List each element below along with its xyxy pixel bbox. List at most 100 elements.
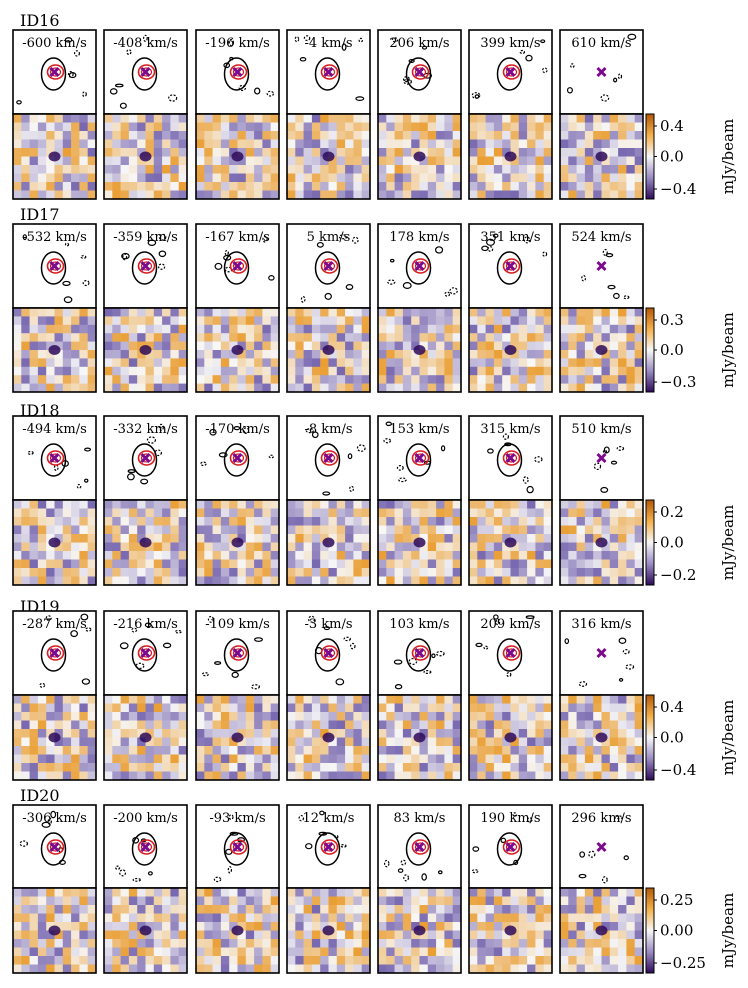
source-id-label: ID17	[20, 205, 60, 224]
velocity-label: 206 km/s	[389, 36, 449, 51]
channel-contour-panel: -216 km/s	[103, 610, 188, 696]
colorbar-tick-label: 0.00	[660, 922, 693, 940]
channel-residual-panel	[286, 307, 371, 393]
source-id-label: ID16	[20, 11, 60, 30]
channel-residual-panel	[468, 694, 553, 781]
velocity-label: 190 km/s	[480, 811, 540, 826]
colorbar-tick-label: 0.25	[660, 891, 693, 909]
source-position-marker	[49, 841, 60, 853]
channel-residual-panel	[103, 887, 188, 974]
channel-contour-panel: -93 km/s	[195, 804, 280, 889]
channel-contour-panel: -287 km/s	[12, 610, 97, 696]
channel-residual-panel	[377, 113, 462, 200]
velocity-label: 83 km/s	[394, 811, 446, 826]
colorbar-tick-label: −0.25	[660, 954, 706, 972]
source-position-marker	[323, 647, 334, 659]
channel-contour-panel: 83 km/s	[377, 804, 462, 889]
colorbar-unit-label: mJy/beam	[719, 505, 737, 580]
channel-residual-panel	[559, 307, 644, 393]
source-position-marker	[505, 647, 516, 659]
channel-residual-panel	[559, 694, 644, 781]
colorbar-tick-label: −0.4	[660, 761, 696, 779]
channel-contour-panel: -109 km/s	[195, 610, 280, 696]
channel-residual-panel	[286, 499, 371, 586]
channel-residual-panel	[12, 887, 97, 974]
source-position-marker	[232, 841, 243, 853]
colorbar-tick-label: 0.0	[660, 534, 684, 552]
source-position-marker	[232, 452, 243, 464]
velocity-label: 178 km/s	[389, 230, 449, 245]
source-position-marker	[49, 452, 60, 464]
channel-contour-panel: -3 km/s	[286, 610, 371, 696]
colorbar-unit-label: mJy/beam	[719, 119, 737, 194]
velocity-label: -196 km/s	[205, 36, 270, 51]
channel-contour-panel: -170 km/s	[195, 415, 280, 501]
source-position-marker	[414, 66, 425, 78]
channel-contour-panel: 610 km/s	[559, 29, 644, 115]
colorbar-unit-label: mJy/beam	[719, 893, 737, 968]
velocity-label: 153 km/s	[389, 422, 449, 437]
source-row-id16: ID16 -600 km/s -408 km/s -196 km/s -4 km/s 20…	[12, 11, 737, 200]
channel-contour-panel: 510 km/s	[559, 415, 644, 501]
colorbar-tick-label: 0.0	[660, 341, 684, 359]
velocity-label: 12 km/s	[303, 811, 355, 826]
channel-contour-panel: -359 km/s	[103, 223, 188, 309]
channel-contour-panel: -532 km/s	[12, 223, 97, 309]
channel-contour-panel: -494 km/s	[12, 415, 97, 501]
channel-residual-panel	[195, 694, 280, 781]
source-position-marker	[414, 452, 425, 464]
channel-contour-panel: 190 km/s	[468, 804, 553, 889]
source-position-marker	[140, 66, 151, 78]
velocity-label: -287 km/s	[22, 617, 87, 632]
channel-residual-panel	[559, 499, 644, 586]
channel-contour-panel: 296 km/s	[559, 804, 644, 889]
channel-residual-panel	[12, 113, 97, 200]
channel-residual-panel	[286, 694, 371, 781]
channel-contour-panel: 351 km/s	[468, 223, 553, 309]
velocity-label: -216 km/s	[113, 617, 178, 632]
channel-contour-panel: -600 km/s	[12, 29, 97, 115]
colorbar: 0.2 0.0 −0.2 mJy/beam	[645, 499, 737, 586]
colorbar-tick-label: −0.3	[660, 373, 696, 391]
source-position-marker	[323, 260, 334, 272]
velocity-label: -408 km/s	[113, 36, 178, 51]
source-position-marker	[232, 647, 243, 659]
colorbar-tick-label: −0.4	[660, 180, 696, 198]
channel-contour-panel: 209 km/s	[468, 610, 553, 696]
channel-residual-panel	[468, 887, 553, 974]
channel-contour-panel: -332 km/s	[103, 415, 188, 501]
channel-residual-panel	[468, 113, 553, 200]
velocity-label: 351 km/s	[480, 230, 540, 245]
source-position-marker	[505, 841, 516, 853]
source-position-marker	[596, 66, 607, 78]
source-position-marker	[505, 452, 516, 464]
velocity-label: 209 km/s	[480, 617, 540, 632]
channel-residual-panel	[103, 694, 188, 781]
channel-contour-panel: -8 km/s	[286, 415, 371, 501]
channel-residual-panel	[103, 499, 188, 586]
channel-residual-panel	[12, 694, 97, 781]
channel-contour-panel: 5 km/s	[286, 223, 371, 309]
channel-residual-panel	[103, 307, 188, 393]
channel-residual-panel	[12, 499, 97, 586]
source-position-marker	[505, 66, 516, 78]
velocity-label: -4 km/s	[304, 36, 352, 51]
velocity-label: 524 km/s	[571, 230, 631, 245]
velocity-label: -600 km/s	[22, 36, 87, 51]
channel-contour-panel: 103 km/s	[377, 610, 462, 696]
source-position-marker	[414, 260, 425, 272]
velocity-label: 103 km/s	[389, 617, 449, 632]
velocity-label: -332 km/s	[113, 422, 178, 437]
source-position-marker	[323, 66, 334, 78]
source-row-id20: ID20 -306 km/s -200 km/s -93 km/s 12 km/s 83 …	[12, 786, 737, 974]
colorbar-tick-label: 0.3	[660, 311, 684, 329]
colorbar-tick-label: 0.0	[660, 729, 684, 747]
source-position-marker	[232, 66, 243, 78]
channel-residual-panel	[195, 307, 280, 393]
velocity-label: -306 km/s	[22, 811, 87, 826]
velocity-label: -200 km/s	[113, 811, 178, 826]
channel-contour-panel: 315 km/s	[468, 415, 553, 501]
source-id-label: ID20	[20, 786, 60, 805]
colorbar-tick-label: 0.4	[660, 698, 684, 716]
source-row-id17: ID17 -532 km/s -359 km/s -167 km/s 5 km/s 178…	[12, 205, 737, 393]
